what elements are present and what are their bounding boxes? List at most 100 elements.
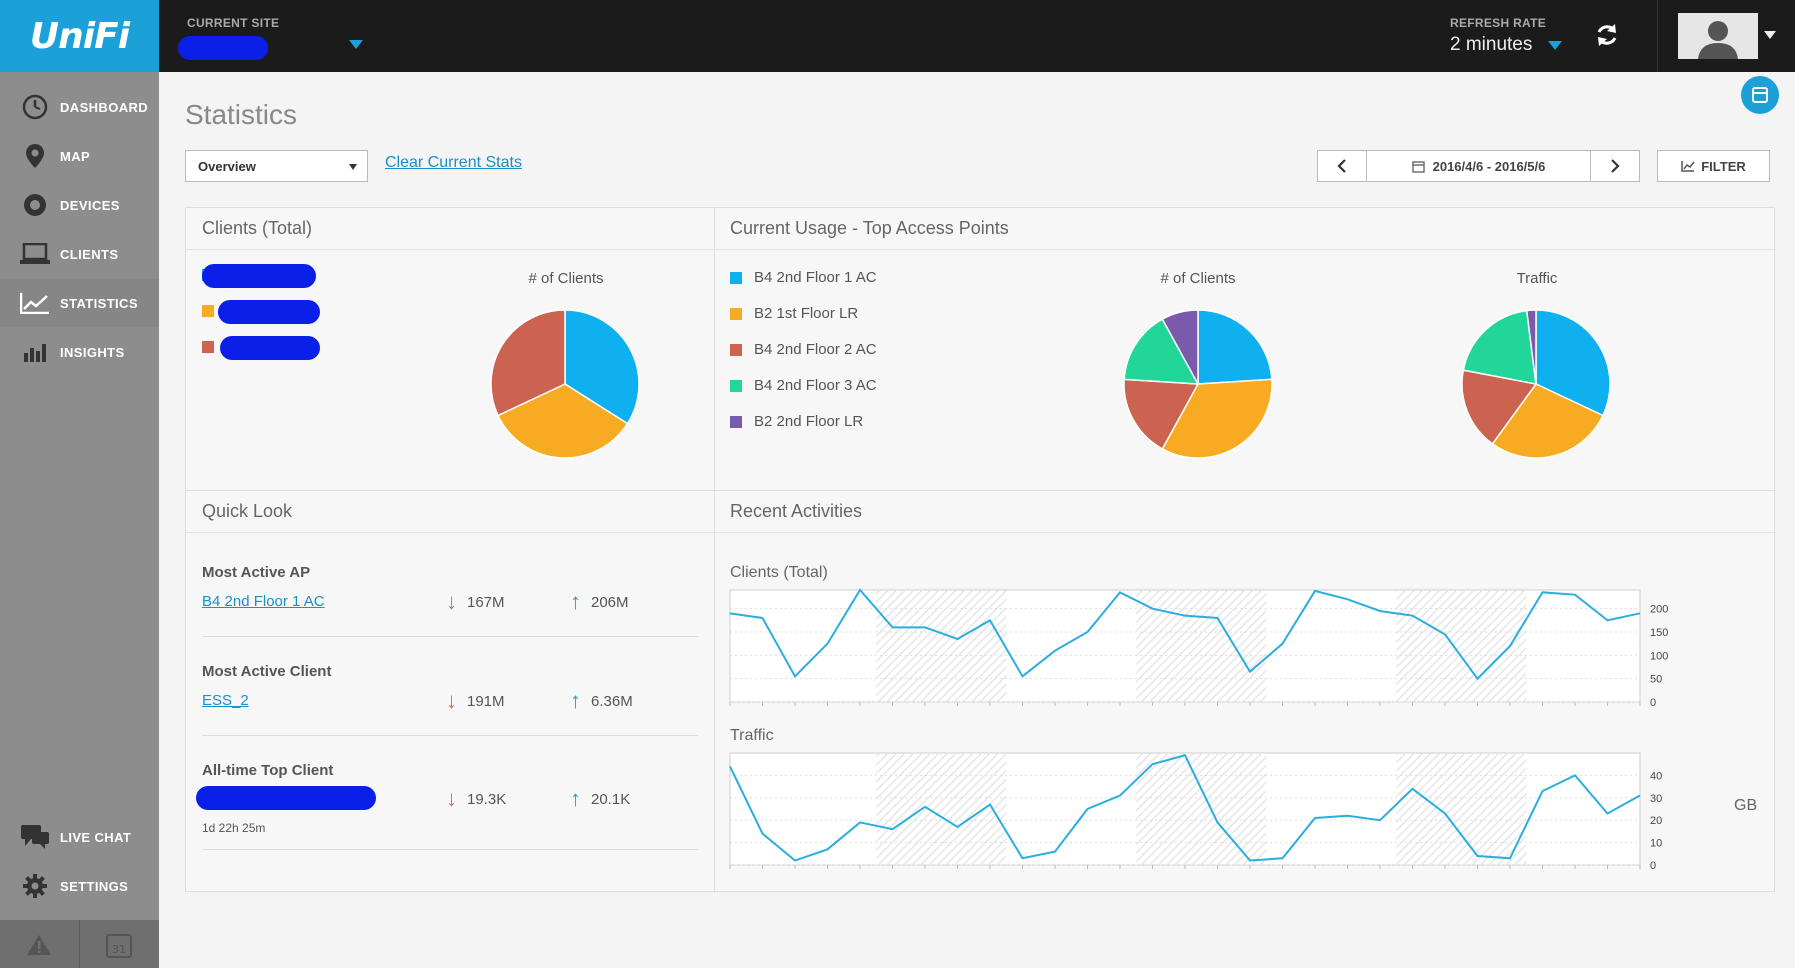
line-chart-icon [20,288,50,318]
previous-range-button[interactable] [1317,150,1367,182]
sidebar-item-settings[interactable]: SETTINGS [0,862,159,910]
unifi-logo[interactable]: UniFi [0,0,159,72]
legend-swatch [730,343,742,356]
legend-item[interactable]: B4 2nd Floor 3 AC [730,377,877,394]
user-menu-dropdown-icon[interactable] [1764,31,1776,39]
gear-icon [20,871,50,901]
series-line[interactable] [729,754,1641,862]
calendar-icon[interactable]: 31 [106,932,132,958]
pie-slice[interactable] [1462,309,1537,385]
redacted-label [220,336,320,360]
date-range-button[interactable]: 2016/4/6 - 2016/5/6 [1367,150,1590,182]
refresh-rate-dropdown-icon[interactable] [1548,41,1562,50]
series-line[interactable] [729,588,1641,681]
y-tick-label: 30 [1650,793,1662,805]
legend-label: B2 1st Floor LR [754,305,859,322]
sidebar-item-insights[interactable]: INSIGHTS [0,328,159,376]
legend-item[interactable] [202,341,214,353]
most-active-client-label: Most Active Client [202,663,332,680]
pie-slice[interactable] [1123,378,1200,450]
arrow-down-icon: ↓ [446,589,457,614]
weekend-band [1396,590,1527,702]
traffic-unit-label: GB [1734,797,1758,814]
y-tick-label: 100 [1650,650,1668,662]
legend-label: B4 2nd Floor 1 AC [754,269,877,286]
upload-value: 206M [591,593,629,611]
filter-button[interactable]: FILTER [1657,150,1770,182]
pie-slice[interactable] [1123,318,1200,385]
legend-item[interactable]: B4 2nd Floor 1 AC [730,269,877,286]
refresh-rate-value[interactable]: 2 minutes [1450,34,1533,55]
sidebar-item-dashboard[interactable]: DASHBOARD [0,83,159,131]
user-avatar[interactable] [1678,13,1758,59]
pie-slice[interactable] [1535,309,1611,417]
layout-toggle-button[interactable] [1741,76,1779,114]
panel-divider-vertical [714,208,715,893]
sidebar-item-map[interactable]: MAP [0,132,159,180]
weekend-band [876,590,1007,702]
clients-line-chart: 0 50 100 150 200 [729,588,1668,706]
site-dropdown-icon[interactable] [349,40,363,49]
current-site-value-redacted[interactable] [178,36,268,60]
legend-swatch [730,307,742,320]
sidebar-item-label: MAP [60,148,91,164]
most-active-client-link[interactable]: ESS_2 [202,692,249,709]
sidebar-item-label: DEVICES [60,197,120,213]
legend-item[interactable]: B4 2nd Floor 2 AC [730,341,877,358]
redacted-label [202,264,316,288]
pie-slice[interactable] [497,383,629,459]
legend-item[interactable] [202,305,214,317]
window-icon [1752,87,1768,103]
sidebar-item-label: INSIGHTS [60,344,125,360]
chevron-left-icon [1337,159,1346,173]
most-active-ap-link[interactable]: B4 2nd Floor 1 AC [202,593,325,610]
pie-slice[interactable] [1197,309,1273,385]
panel-title: Current Usage - Top Access Points [714,208,1776,250]
upload-value: 20.1K [591,790,631,808]
pie-slice[interactable] [490,309,566,417]
line-chart-icon [1681,161,1695,172]
redacted-client-name[interactable] [196,786,376,810]
arrow-down-icon: ↓ [446,688,457,713]
download-value: 19.3K [467,790,507,808]
y-tick-label: 10 [1650,838,1662,850]
pie-slice[interactable] [1525,309,1537,385]
legend-swatch [202,305,214,317]
main-content: Statistics Overview Clear Current Stats … [159,72,1795,968]
map-pin-icon [20,141,50,171]
most-active-ap-label: Most Active AP [202,564,311,581]
legend-item[interactable]: B2 1st Floor LR [730,305,858,322]
date-range-value: 2016/4/6 - 2016/5/6 [1432,158,1546,174]
alert-icon[interactable] [26,934,52,956]
pie-slice[interactable] [1161,309,1199,385]
y-tick-label: 0 [1650,860,1656,869]
pie-slice[interactable] [1491,383,1604,459]
legend-item[interactable]: B2 2nd Floor LR [730,413,863,430]
y-tick-label: 50 [1650,674,1662,686]
clients-total-panel: Clients (Total) # of Clients [186,208,714,490]
weekend-band [1396,753,1527,865]
logo-text: UniFi [29,15,130,57]
sidebar-item-label: STATISTICS [60,295,138,311]
date-range-picker: 2016/4/6 - 2016/5/6 [1317,150,1640,182]
stats-view-select[interactable]: Overview [185,150,368,182]
dashboard-icon [20,92,50,122]
stats-view-select-value: Overview [198,158,256,174]
traffic-line-title: Traffic [730,727,774,744]
pie-slice[interactable] [1461,369,1538,445]
sidebar-item-clients[interactable]: CLIENTS [0,230,159,278]
refresh-icon[interactable] [1592,20,1622,50]
y-tick-label: 20 [1650,815,1662,827]
sidebar-item-live-chat[interactable]: LIVE CHAT [0,813,159,861]
clients-pie-chart [490,309,640,459]
alltime-download: ↓ 19.3K [446,788,506,810]
next-range-button[interactable] [1590,150,1640,182]
redacted-label [218,300,320,324]
clear-current-stats-link[interactable]: Clear Current Stats [385,154,522,171]
sidebar-bottom-bar: 31 [0,920,159,968]
most-active-ap-upload: ↑ 206M [570,591,629,613]
clients-line-title: Clients (Total) [730,564,828,581]
sidebar-item-devices[interactable]: DEVICES [0,181,159,229]
avatar-silhouette-icon [1698,21,1738,59]
sidebar-item-statistics[interactable]: STATISTICS [0,279,159,327]
